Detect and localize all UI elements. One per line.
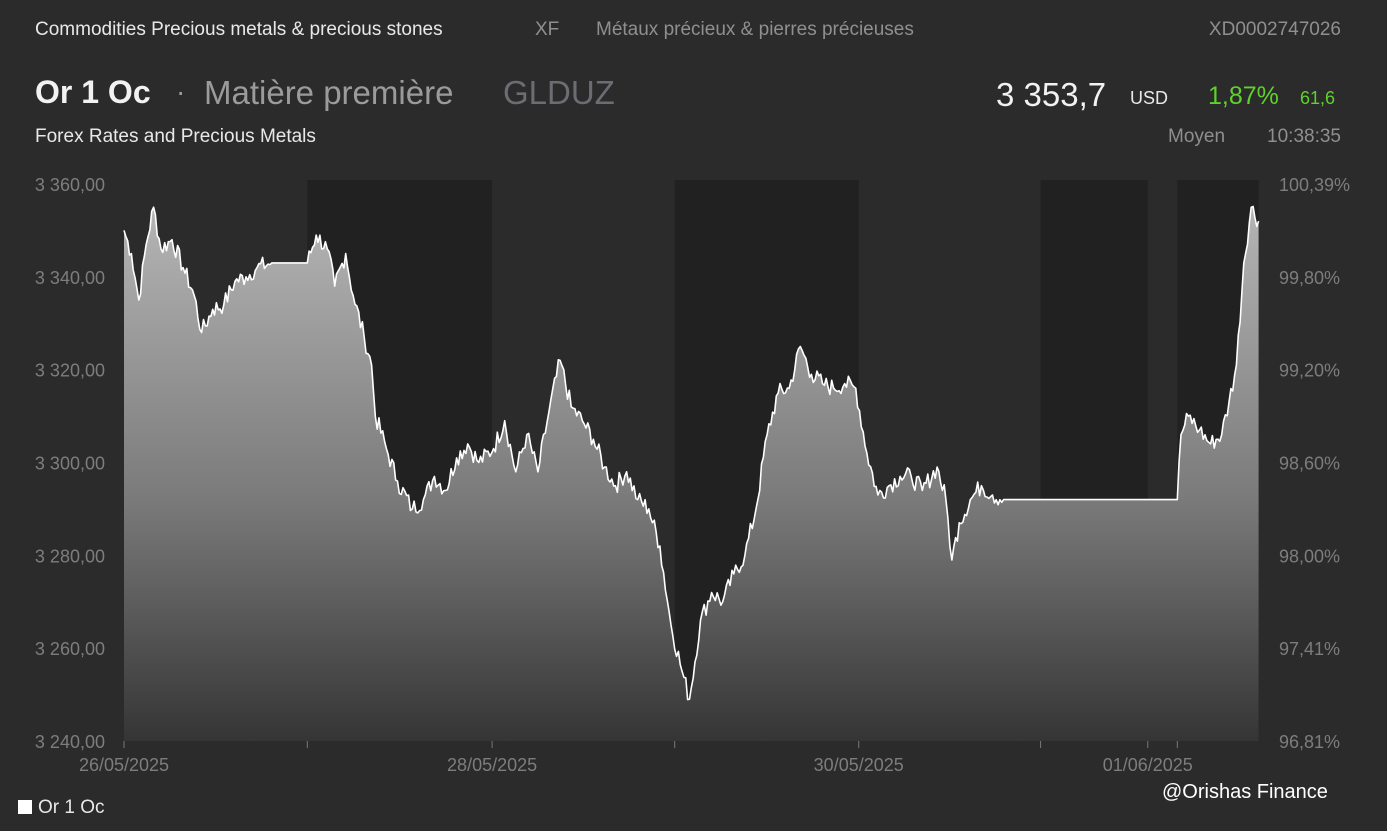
- y-right-tick-label: 97,41%: [1279, 639, 1340, 659]
- isin-code: XD0002747026: [1208, 19, 1341, 40]
- instrument-type: Matière première: [204, 74, 454, 111]
- y-right-tick-label: 99,80%: [1279, 268, 1340, 288]
- y-left-tick-label: 3 280,00: [35, 546, 105, 566]
- y-left-tick-label: 3 240,00: [35, 732, 105, 752]
- category-label-fr: Métaux précieux & pierres précieuses: [596, 19, 914, 40]
- category-label: Commodities Precious metals & precious s…: [35, 19, 443, 40]
- y-left-tick-label: 3 260,00: [35, 639, 105, 659]
- watermark: @Orishas Finance: [1162, 781, 1328, 803]
- exchange-code: XF: [535, 19, 560, 40]
- instrument-name: Or 1 Oc: [35, 74, 151, 110]
- y-right-tick-label: 98,00%: [1279, 546, 1340, 566]
- y-left-tick-label: 3 360,00: [35, 175, 105, 195]
- y-left-tick-label: 3 320,00: [35, 361, 105, 381]
- y-axis-right: 100,39% 99,80% 99,20% 98,60% 98,00% 97,41% 96,…: [1279, 175, 1350, 752]
- legend-label: Or 1 Oc: [38, 797, 105, 818]
- change-percent: 1,87%: [1208, 82, 1279, 110]
- y-right-tick-label: 99,20%: [1279, 361, 1340, 381]
- y-right-tick-label: 98,60%: [1279, 454, 1340, 474]
- last-price: 3 353,7: [996, 76, 1107, 113]
- x-tick-label: 26/05/2025: [79, 755, 169, 775]
- series-line: [123, 205, 1260, 701]
- instrument-subtitle: Forex Rates and Precious Metals: [35, 126, 316, 147]
- legend-swatch: [18, 800, 32, 814]
- y-axis-left: 3 360,00 3 340,00 3 320,00 3 300,00 3 280,00…: [35, 175, 105, 752]
- y-left-tick-label: 3 300,00: [35, 454, 105, 474]
- x-tick-label: 01/06/2025: [1103, 755, 1193, 775]
- legend[interactable]: Or 1 Oc: [18, 797, 105, 819]
- change-absolute: 61,6: [1300, 88, 1336, 108]
- x-tick-label: 28/05/2025: [447, 755, 537, 775]
- y-right-tick-label: 100,39%: [1279, 175, 1350, 195]
- price-currency: USD: [1130, 88, 1169, 108]
- quote-time: 10:38:35: [1267, 126, 1341, 147]
- x-tick-label: 30/05/2025: [814, 755, 904, 775]
- series-area: [124, 206, 1259, 741]
- y-right-tick-label: 96,81%: [1279, 732, 1340, 752]
- y-left-tick-label: 3 340,00: [35, 268, 105, 288]
- quote-kind: Moyen: [1168, 126, 1226, 147]
- price-line: [123, 205, 1260, 701]
- x-axis: 26/05/2025 28/05/2025 30/05/2025 01/06/2025: [79, 741, 1193, 775]
- title-separator: ·: [176, 76, 186, 107]
- price-area: [124, 206, 1259, 741]
- instrument-ticker: GLDUZ: [503, 74, 615, 111]
